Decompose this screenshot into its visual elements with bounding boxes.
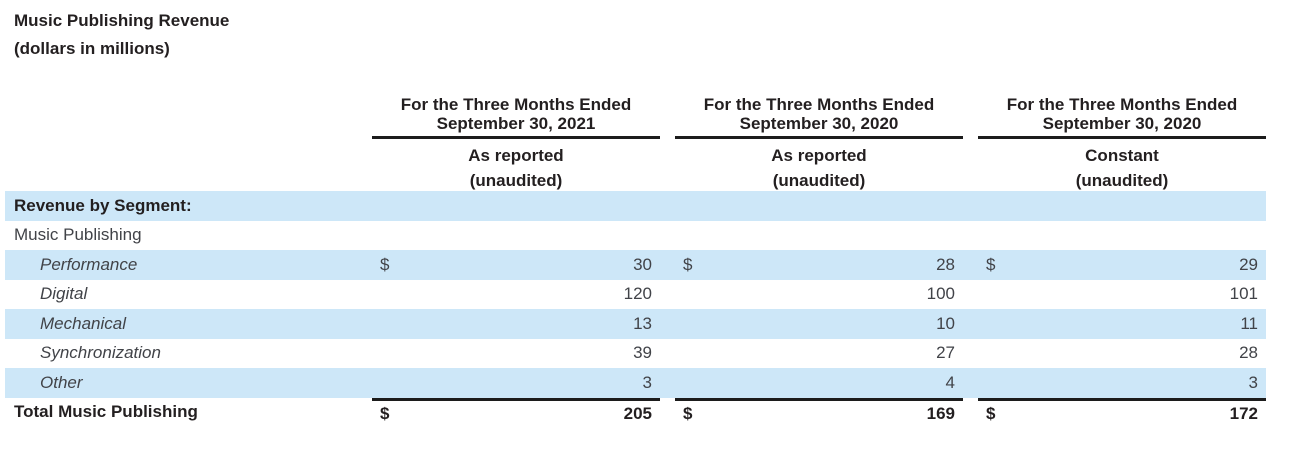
- row-label: Other: [40, 372, 83, 392]
- column-gap: [660, 309, 675, 339]
- basis-label: As reported: [771, 146, 867, 165]
- table-row-mechanical: Mechanical 13 10 11: [5, 309, 1266, 339]
- column-gap: [963, 95, 978, 193]
- unaudited-note: (unaudited): [469, 171, 563, 190]
- value-cell: 101: [978, 280, 1266, 310]
- value-cell: $29: [978, 250, 1266, 280]
- currency-symbol: $: [986, 254, 996, 274]
- value-cell: 39: [372, 339, 660, 369]
- cell-value: 28: [936, 254, 955, 274]
- period-line-2: September 30, 2021: [436, 114, 596, 133]
- cell-value: 28: [1239, 343, 1258, 363]
- column-gap: [963, 398, 978, 428]
- column-gap: [963, 309, 978, 339]
- row-label: Mechanical: [40, 313, 126, 333]
- cell-value: 29: [1239, 254, 1258, 274]
- period-heading: For the Three Months Ended September 30,…: [372, 95, 660, 139]
- row-label: Synchronization: [40, 343, 161, 363]
- column-gap: [963, 368, 978, 398]
- column-header-2020-as-reported: For the Three Months Ended September 30,…: [675, 95, 963, 193]
- cell-value: 4: [945, 372, 955, 392]
- cell-value: 205: [623, 403, 652, 423]
- table-row-synchronization: Synchronization 39 27 28: [5, 339, 1266, 369]
- basis-label: As reported: [468, 146, 564, 165]
- column-gap: [963, 339, 978, 369]
- unaudited-note: (unaudited): [1075, 171, 1169, 190]
- table-row-music-publishing: Music Publishing: [5, 221, 1266, 251]
- value-cell: $169: [675, 397, 963, 428]
- cell-value: 27: [936, 343, 955, 363]
- cell-value: 11: [1240, 313, 1258, 333]
- period-line-1: For the Three Months Ended: [703, 95, 935, 114]
- period-heading: For the Three Months Ended September 30,…: [675, 95, 963, 139]
- currency-symbol: $: [380, 254, 390, 274]
- cell-value: 100: [926, 284, 955, 304]
- table-row-performance: Performance $30 $28 $29: [5, 250, 1266, 280]
- table-body: Revenue by Segment: Music Publishing Per…: [5, 191, 1266, 427]
- period-line-1: For the Three Months Ended: [1006, 95, 1238, 114]
- cell-value: 172: [1229, 403, 1258, 423]
- table-row-total-music-publishing: Total Music Publishing $205 $169 $172: [5, 397, 1266, 428]
- title-block: Music Publishing Revenue (dollars in mil…: [14, 7, 229, 63]
- row-label: Total Music Publishing: [14, 402, 198, 422]
- cell-value: 101: [1229, 284, 1258, 304]
- column-gap: [660, 368, 675, 398]
- period-line-2: September 30, 2020: [1042, 114, 1202, 133]
- label-column-spacer: [5, 95, 372, 193]
- value-cell: 3: [978, 368, 1266, 398]
- row-label: Music Publishing: [14, 225, 142, 245]
- value-cell: 13: [372, 309, 660, 339]
- column-header-2020-constant: For the Three Months Ended September 30,…: [978, 95, 1266, 193]
- value-cell: 3: [372, 368, 660, 398]
- cell-value: 169: [926, 403, 955, 423]
- column-gap: [660, 398, 675, 428]
- row-label: Digital: [40, 284, 88, 304]
- cell-value: 30: [633, 254, 652, 274]
- value-cell: 100: [675, 280, 963, 310]
- cell-value: 13: [633, 313, 652, 333]
- value-cell: 27: [675, 339, 963, 369]
- page-subtitle: (dollars in millions): [14, 39, 170, 58]
- value-cell: $205: [372, 397, 660, 428]
- column-gap: [660, 95, 675, 193]
- cell-value: 39: [633, 343, 652, 363]
- row-label: Performance: [40, 254, 138, 274]
- cell-value: 120: [623, 284, 652, 304]
- page-title: Music Publishing Revenue: [14, 11, 230, 30]
- currency-symbol: $: [986, 403, 996, 423]
- period-heading: For the Three Months Ended September 30,…: [978, 95, 1266, 139]
- column-headers: For the Three Months Ended September 30,…: [5, 95, 1266, 193]
- table-row-other: Other 3 4 3: [5, 368, 1266, 398]
- row-label: Revenue by Segment:: [14, 195, 192, 215]
- currency-symbol: $: [380, 403, 390, 423]
- column-gap: [660, 339, 675, 369]
- value-cell: 120: [372, 280, 660, 310]
- value-cell: $172: [978, 397, 1266, 428]
- value-cell: $28: [675, 250, 963, 280]
- cell-value: 3: [1248, 372, 1258, 392]
- period-line-2: September 30, 2020: [739, 114, 899, 133]
- value-cell: 10: [675, 309, 963, 339]
- column-gap: [963, 250, 978, 280]
- column-gap: [660, 250, 675, 280]
- column-header-2021-as-reported: For the Three Months Ended September 30,…: [372, 95, 660, 193]
- cell-value: 3: [642, 372, 652, 392]
- period-line-1: For the Three Months Ended: [400, 95, 632, 114]
- table-row-digital: Digital 120 100 101: [5, 280, 1266, 310]
- currency-symbol: $: [683, 254, 693, 274]
- currency-symbol: $: [683, 403, 693, 423]
- value-cell: 28: [978, 339, 1266, 369]
- column-gap: [660, 280, 675, 310]
- value-cell: 4: [675, 368, 963, 398]
- value-cell: 11: [978, 309, 1266, 339]
- basis-label: Constant: [1085, 146, 1159, 165]
- table-row-revenue-by-segment: Revenue by Segment:: [5, 191, 1266, 221]
- value-cell: $30: [372, 250, 660, 280]
- column-gap: [963, 280, 978, 310]
- unaudited-note: (unaudited): [772, 171, 866, 190]
- cell-value: 10: [936, 313, 955, 333]
